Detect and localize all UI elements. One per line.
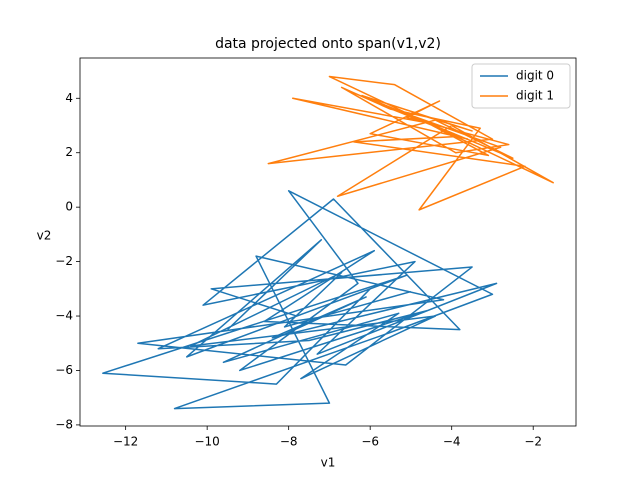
y-tick-label: −6: [55, 363, 73, 377]
x-tick-label: −2: [524, 435, 542, 449]
series-line: [102, 190, 498, 410]
y-tick-label: −2: [55, 254, 73, 268]
x-axis-label: v1: [321, 456, 336, 470]
x-tick-label: −4: [443, 435, 461, 449]
x-tick-label: −12: [113, 435, 138, 449]
chart-title: data projected onto span(v1,v2): [215, 36, 441, 52]
legend-box: [471, 63, 571, 109]
y-axis-label: v2: [37, 229, 52, 243]
x-tick-label: −10: [194, 435, 219, 449]
y-tick-label: 0: [65, 200, 73, 214]
y-tick-label: 4: [65, 91, 73, 105]
legend-label: digit 1: [516, 89, 554, 103]
legend-label: digit 0: [516, 69, 554, 83]
series-line: [267, 75, 554, 211]
y-tick-label: −8: [55, 417, 73, 431]
plot-frame: [79, 57, 577, 427]
x-tick-label: −8: [280, 435, 298, 449]
y-tick-label: 2: [65, 145, 73, 159]
y-tick-label: −4: [55, 309, 73, 323]
x-tick-label: −6: [361, 435, 379, 449]
